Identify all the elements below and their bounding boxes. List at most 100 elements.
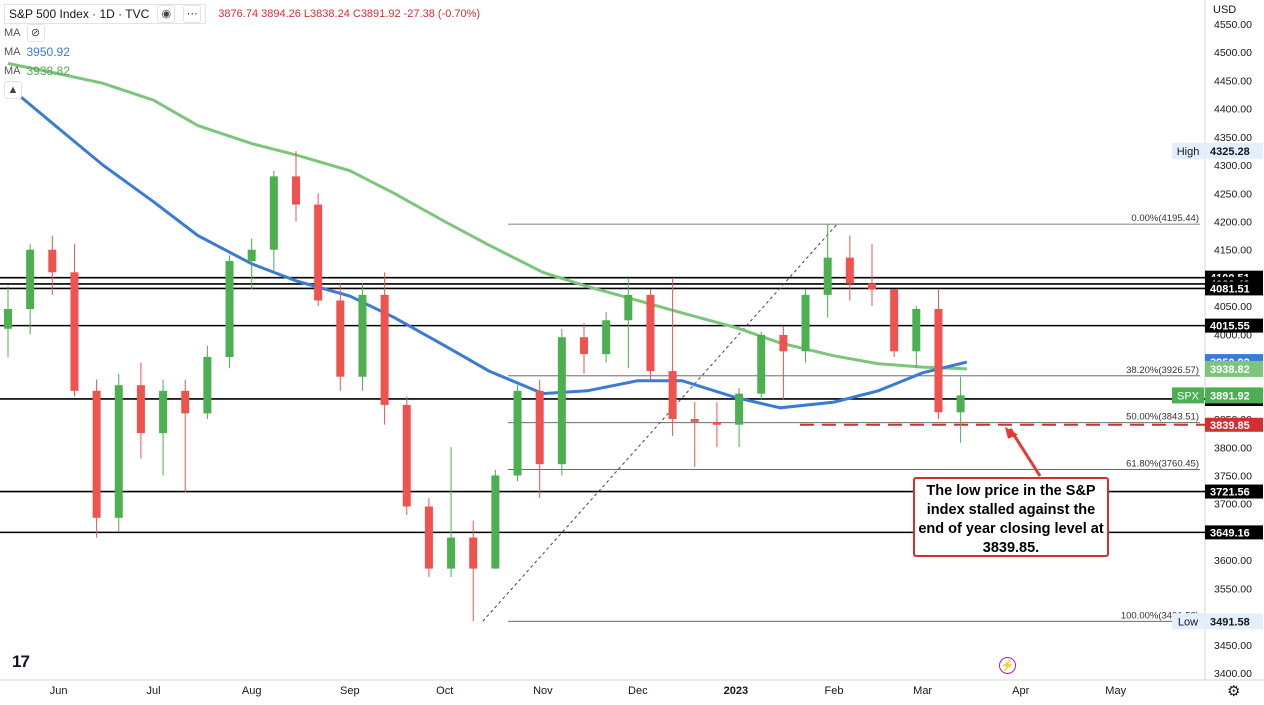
symbol-title-box[interactable]: S&P 500 Index · 1D · TVC ◉ ⋯ xyxy=(4,3,207,24)
x-tick-label: Nov xyxy=(533,685,553,697)
level-badge xyxy=(1205,484,1263,499)
chart-legend: S&P 500 Index · 1D · TVC ◉ ⋯ 3876.74 389… xyxy=(4,3,481,99)
candle-body xyxy=(513,390,522,476)
badge-tag: SPX xyxy=(1177,390,1200,402)
ma-label-2: MA xyxy=(4,45,21,58)
candle-body xyxy=(402,404,411,507)
y-tick-label: 3550.00 xyxy=(1214,583,1252,595)
x-tick-label: Dec xyxy=(628,685,648,697)
eye-hidden-icon[interactable]: ⊘ xyxy=(26,23,45,42)
badge-tag-bg xyxy=(1172,142,1204,159)
candle-body xyxy=(868,283,876,290)
y-tick-label: 3400.00 xyxy=(1214,668,1252,680)
x-tick-label: Aug xyxy=(242,685,262,697)
collapse-icon[interactable]: ▲ xyxy=(4,80,22,99)
candle-body xyxy=(247,249,256,262)
candle-body xyxy=(292,176,300,205)
candle-body xyxy=(602,320,611,355)
y-tick-label: 3800.00 xyxy=(1214,442,1252,454)
candle-body xyxy=(26,249,35,309)
x-tick-label: Mar xyxy=(913,685,932,697)
annotation-callout: The low price in the S&P index stalled a… xyxy=(913,477,1109,557)
y-tick-label: 4250.00 xyxy=(1214,188,1252,200)
fib-label: 61.80%(3760.45) xyxy=(1126,459,1199,470)
y-tick-label: 4300.00 xyxy=(1214,160,1252,172)
candle-body xyxy=(225,261,234,357)
ma-slow-line xyxy=(7,62,967,371)
candle-body xyxy=(668,371,677,420)
candle-body xyxy=(4,308,12,329)
candle-body xyxy=(114,385,123,518)
candle-body xyxy=(580,337,588,355)
y-tick-label: 4450.00 xyxy=(1214,75,1252,87)
x-tick-label: Jun xyxy=(50,685,68,697)
gear-icon[interactable]: ⚙ xyxy=(1227,683,1241,700)
candle-body xyxy=(48,249,57,273)
candle-body xyxy=(92,390,101,518)
ma-value-2: 3950.92 xyxy=(26,44,70,59)
trend-line xyxy=(482,223,838,622)
ma-label-1: MA xyxy=(4,26,21,39)
x-tick-label: 2023 xyxy=(724,685,748,697)
x-tick-label: Oct xyxy=(436,685,453,697)
candle-body xyxy=(956,395,965,413)
ma-value-3: 3938.82 xyxy=(26,63,70,78)
x-tick-label: Apr xyxy=(1012,685,1029,697)
y-tick-label: 4150.00 xyxy=(1214,245,1252,257)
lightning-icon[interactable]: ⚡ xyxy=(999,657,1016,674)
candle-body xyxy=(314,204,323,301)
level-badge xyxy=(1205,318,1263,333)
price-badge-label: 3491.58 xyxy=(1210,616,1250,628)
candle-body xyxy=(779,334,788,352)
candle-body xyxy=(380,294,389,405)
badge-tag-bg xyxy=(1172,613,1204,630)
candle-body xyxy=(690,419,699,422)
candle-body xyxy=(646,294,655,372)
candle-body xyxy=(624,294,633,321)
price-badge-label: 3938.82 xyxy=(1210,364,1250,376)
price-badge xyxy=(1205,613,1263,630)
price-badge-label: 4325.28 xyxy=(1210,146,1250,158)
more-icon[interactable]: ⋯ xyxy=(183,4,202,23)
candle-body xyxy=(336,300,345,377)
level-badge-label: 4081.51 xyxy=(1210,283,1250,295)
badge-tag-bg xyxy=(1172,387,1204,404)
ma-fast-line xyxy=(7,84,968,410)
badge-tag: Low xyxy=(1178,616,1198,628)
candle-body xyxy=(845,257,854,284)
symbol-title: S&P 500 Index · 1D · TVC xyxy=(9,6,150,21)
price-badge-label: 3891.92 xyxy=(1210,390,1250,402)
candle-body xyxy=(469,537,478,569)
candle-body xyxy=(712,421,721,425)
y-tick-label: 3600.00 xyxy=(1214,555,1252,567)
level-badge xyxy=(1205,525,1263,540)
callout-arrow-head xyxy=(1005,426,1018,439)
level-badge xyxy=(1205,281,1263,296)
x-tick-label: Feb xyxy=(825,685,844,697)
x-tick-label: Jul xyxy=(147,685,161,697)
fib-label: 0.00%(4195.44) xyxy=(1131,213,1199,224)
candle-body xyxy=(801,294,810,352)
y-tick-label: 4350.00 xyxy=(1214,132,1252,144)
y-tick-label: 3750.00 xyxy=(1214,470,1252,482)
candle-body xyxy=(491,475,500,569)
level-badge-label: 4015.55 xyxy=(1210,321,1250,333)
candle-body xyxy=(424,506,433,569)
fib-label: 50.00%(3843.51) xyxy=(1126,412,1199,423)
fib-label: 100.00%(3491.58) xyxy=(1121,610,1199,621)
dashed-level-label: 3839.85 xyxy=(1210,420,1250,432)
fib-label: 38.20%(3926.57) xyxy=(1126,365,1199,376)
ma-label-3: MA xyxy=(4,64,21,77)
candle-body xyxy=(447,537,456,569)
eye-icon[interactable]: ◉ xyxy=(157,4,176,23)
price-badge xyxy=(1205,142,1263,159)
ohlc-values: 3876.74 3894.26 L3838.24 C3891.92 -27.38… xyxy=(218,7,481,20)
candle-body xyxy=(535,390,544,465)
candle-body xyxy=(890,289,899,352)
candle-body xyxy=(203,356,212,414)
y-tick-label: 4200.00 xyxy=(1214,217,1252,229)
candle-body xyxy=(136,385,145,434)
currency-selector[interactable]: USD xyxy=(1213,4,1237,16)
tradingview-logo: 17 xyxy=(12,652,30,671)
